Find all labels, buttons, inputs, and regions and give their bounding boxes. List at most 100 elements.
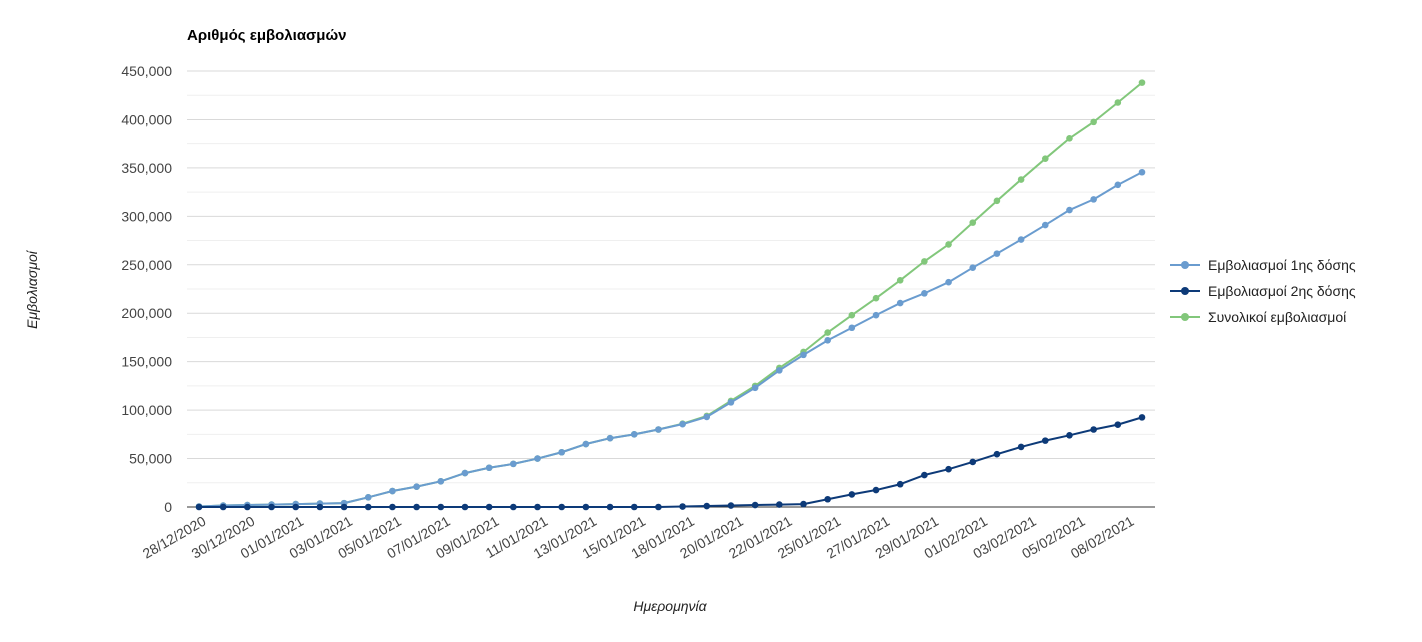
legend-item-second-dose[interactable]: Εμβολιασμοί 2ης δόσης	[1170, 278, 1356, 304]
data-point[interactable]	[824, 329, 831, 336]
data-point[interactable]	[1090, 118, 1097, 126]
data-point[interactable]	[800, 500, 807, 508]
data-point[interactable]	[921, 290, 928, 297]
data-point[interactable]	[1138, 414, 1146, 421]
data-point[interactable]	[703, 413, 711, 421]
data-point[interactable]	[1114, 181, 1122, 189]
data-point[interactable]	[1138, 79, 1146, 86]
data-point[interactable]	[969, 458, 977, 466]
data-point[interactable]	[655, 503, 662, 511]
data-point[interactable]	[727, 502, 735, 509]
data-point[interactable]	[776, 501, 783, 508]
data-point[interactable]	[219, 503, 227, 511]
data-point[interactable]	[872, 294, 880, 302]
data-point[interactable]	[945, 241, 952, 248]
data-point[interactable]	[582, 503, 590, 511]
data-point[interactable]	[485, 503, 493, 511]
data-point[interactable]	[679, 503, 686, 510]
data-point[interactable]	[993, 450, 1001, 458]
data-point[interactable]	[364, 494, 372, 501]
data-point[interactable]	[872, 311, 880, 319]
data-point[interactable]	[848, 311, 856, 319]
data-point[interactable]	[389, 503, 396, 511]
data-point[interactable]	[1090, 426, 1097, 433]
data-point[interactable]	[896, 480, 904, 488]
data-point[interactable]	[824, 495, 831, 503]
data-point[interactable]	[558, 448, 565, 456]
data-point[interactable]	[993, 197, 1001, 205]
data-point[interactable]	[413, 483, 420, 490]
data-point[interactable]	[268, 503, 275, 511]
data-point[interactable]	[679, 420, 686, 428]
data-point[interactable]	[461, 469, 469, 477]
series-line	[198, 171, 1143, 508]
data-point[interactable]	[872, 486, 880, 494]
data-point[interactable]	[1066, 206, 1073, 214]
data-point[interactable]	[413, 503, 420, 511]
y-tick-label: 400,000	[121, 111, 172, 127]
data-point[interactable]	[896, 276, 904, 284]
data-point[interactable]	[316, 503, 324, 511]
data-point[interactable]	[606, 434, 614, 442]
data-point[interactable]	[727, 399, 735, 406]
data-point[interactable]	[969, 264, 977, 271]
data-point[interactable]	[751, 384, 759, 392]
data-point[interactable]	[824, 337, 831, 344]
data-point[interactable]	[1090, 196, 1097, 203]
legend-label-total: Συνολικοί εμβολιασμοί	[1208, 309, 1347, 325]
data-point[interactable]	[1041, 155, 1049, 162]
legend-item-total[interactable]: Συνολικοί εμβολιασμοί	[1170, 304, 1356, 330]
data-point[interactable]	[510, 460, 517, 468]
legend-item-first-dose[interactable]: Εμβολιασμοί 1ης δόσης	[1170, 252, 1356, 278]
data-point[interactable]	[1041, 221, 1049, 229]
data-point[interactable]	[945, 278, 952, 286]
data-point[interactable]	[485, 464, 493, 472]
data-point[interactable]	[510, 503, 517, 511]
data-point[interactable]	[776, 367, 783, 374]
data-point[interactable]	[921, 258, 928, 265]
data-point[interactable]	[1138, 168, 1146, 176]
data-point[interactable]	[1066, 432, 1073, 439]
data-point[interactable]	[534, 455, 541, 462]
data-point[interactable]	[655, 426, 662, 433]
data-point[interactable]	[1017, 236, 1025, 243]
y-tick-label: 50,000	[129, 451, 172, 467]
data-point[interactable]	[848, 491, 856, 498]
data-point[interactable]	[461, 503, 469, 511]
legend-label-first-dose: Εμβολιασμοί 1ης δόσης	[1208, 257, 1356, 273]
data-point[interactable]	[921, 471, 928, 479]
data-point[interactable]	[1017, 176, 1025, 183]
data-point[interactable]	[1114, 99, 1122, 106]
series-line	[198, 81, 1143, 508]
data-point[interactable]	[437, 503, 445, 511]
data-point[interactable]	[534, 503, 541, 511]
data-point[interactable]	[389, 487, 396, 495]
data-point[interactable]	[292, 503, 300, 511]
data-point[interactable]	[800, 351, 807, 359]
data-point[interactable]	[364, 503, 372, 511]
data-point[interactable]	[896, 299, 904, 307]
data-point[interactable]	[1066, 135, 1073, 142]
data-point[interactable]	[340, 503, 348, 511]
data-point[interactable]	[437, 478, 445, 485]
series-1	[195, 414, 1146, 511]
y-tick-label: 300,000	[121, 208, 172, 224]
data-point[interactable]	[751, 501, 759, 509]
data-point[interactable]	[630, 503, 638, 511]
data-point[interactable]	[848, 324, 856, 332]
series-line	[199, 416, 1143, 508]
data-point[interactable]	[945, 465, 952, 473]
data-point[interactable]	[1114, 421, 1122, 428]
data-point[interactable]	[1017, 443, 1025, 451]
data-point[interactable]	[993, 250, 1001, 257]
data-point[interactable]	[630, 431, 638, 438]
data-point[interactable]	[244, 503, 251, 511]
data-point[interactable]	[703, 502, 711, 510]
data-point[interactable]	[969, 219, 977, 226]
data-point[interactable]	[606, 503, 614, 511]
data-point[interactable]	[195, 503, 203, 511]
data-point[interactable]	[1041, 437, 1049, 444]
data-point[interactable]	[558, 503, 565, 511]
data-point[interactable]	[582, 440, 590, 448]
